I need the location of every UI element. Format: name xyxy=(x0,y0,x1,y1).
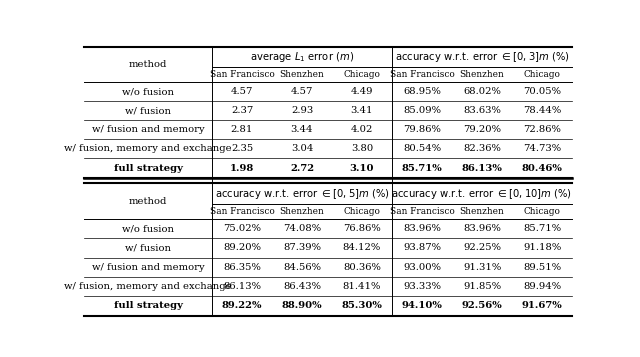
Text: 2.37: 2.37 xyxy=(231,106,253,115)
Text: 88.90%: 88.90% xyxy=(282,301,323,310)
Text: 75.02%: 75.02% xyxy=(223,224,261,233)
Text: Chicago: Chicago xyxy=(524,70,561,79)
Text: full strategy: full strategy xyxy=(113,164,182,172)
Text: Chicago: Chicago xyxy=(344,207,380,216)
Text: 79.86%: 79.86% xyxy=(403,125,441,134)
Text: 91.31%: 91.31% xyxy=(463,263,501,272)
Text: Shenzhen: Shenzhen xyxy=(460,207,504,216)
Text: 91.18%: 91.18% xyxy=(523,243,561,252)
Text: 3.10: 3.10 xyxy=(349,164,374,172)
Text: 86.35%: 86.35% xyxy=(223,263,261,272)
Text: San Francisco: San Francisco xyxy=(390,207,454,216)
Text: w/ fusion: w/ fusion xyxy=(125,106,171,115)
Text: 83.63%: 83.63% xyxy=(463,106,501,115)
Text: 92.56%: 92.56% xyxy=(461,301,502,310)
Text: 82.36%: 82.36% xyxy=(463,145,501,154)
Text: w/o fusion: w/o fusion xyxy=(122,87,174,96)
Text: 3.80: 3.80 xyxy=(351,145,373,154)
Text: 85.71%: 85.71% xyxy=(402,164,442,172)
Text: 3.04: 3.04 xyxy=(291,145,313,154)
Text: Chicago: Chicago xyxy=(344,70,380,79)
Text: 68.95%: 68.95% xyxy=(403,87,441,96)
Text: 89.51%: 89.51% xyxy=(523,263,561,272)
Text: 78.44%: 78.44% xyxy=(523,106,561,115)
Text: 72.86%: 72.86% xyxy=(523,125,561,134)
Text: average $L_1$ error $(m)$: average $L_1$ error $(m)$ xyxy=(250,50,354,64)
Text: 84.12%: 84.12% xyxy=(343,243,381,252)
Text: w/ fusion: w/ fusion xyxy=(125,243,171,252)
Text: San Francisco: San Francisco xyxy=(209,207,275,216)
Text: 76.86%: 76.86% xyxy=(343,224,381,233)
Text: 89.22%: 89.22% xyxy=(221,301,262,310)
Text: San Francisco: San Francisco xyxy=(390,70,454,79)
Text: 84.56%: 84.56% xyxy=(283,263,321,272)
Text: Chicago: Chicago xyxy=(524,207,561,216)
Text: w/o fusion: w/o fusion xyxy=(122,224,174,233)
Text: 83.96%: 83.96% xyxy=(403,224,441,233)
Text: Shenzhen: Shenzhen xyxy=(460,70,504,79)
Text: 86.13%: 86.13% xyxy=(461,164,502,172)
Text: 93.33%: 93.33% xyxy=(403,282,441,291)
Text: 2.35: 2.35 xyxy=(231,145,253,154)
Text: accuracy w.r.t. error $\in [0,10]m$ (%): accuracy w.r.t. error $\in [0,10]m$ (%) xyxy=(392,187,573,201)
Text: 85.71%: 85.71% xyxy=(523,224,561,233)
Text: 1.98: 1.98 xyxy=(230,164,254,172)
Text: 2.72: 2.72 xyxy=(290,164,314,172)
Text: 86.13%: 86.13% xyxy=(223,282,261,291)
Text: 80.46%: 80.46% xyxy=(522,164,563,172)
Text: 68.02%: 68.02% xyxy=(463,87,501,96)
Text: 2.81: 2.81 xyxy=(231,125,253,134)
Text: 89.20%: 89.20% xyxy=(223,243,261,252)
Text: 4.57: 4.57 xyxy=(291,87,313,96)
Text: 79.20%: 79.20% xyxy=(463,125,501,134)
Text: 91.67%: 91.67% xyxy=(522,301,563,310)
Text: full strategy: full strategy xyxy=(113,301,182,310)
Text: 85.09%: 85.09% xyxy=(403,106,441,115)
Text: 3.44: 3.44 xyxy=(291,125,313,134)
Text: 4.49: 4.49 xyxy=(351,87,373,96)
Text: w/ fusion, memory and exchange: w/ fusion, memory and exchange xyxy=(64,145,232,154)
Text: 92.25%: 92.25% xyxy=(463,243,501,252)
Text: 74.08%: 74.08% xyxy=(283,224,321,233)
Text: 93.87%: 93.87% xyxy=(403,243,441,252)
Text: w/ fusion and memory: w/ fusion and memory xyxy=(92,263,204,272)
Text: 91.85%: 91.85% xyxy=(463,282,501,291)
Text: method: method xyxy=(129,197,167,206)
Text: w/ fusion, memory and exchange: w/ fusion, memory and exchange xyxy=(64,282,232,291)
Text: 93.00%: 93.00% xyxy=(403,263,441,272)
Text: 3.41: 3.41 xyxy=(351,106,373,115)
Text: accuracy w.r.t. error $\in [0,5]m$ (%): accuracy w.r.t. error $\in [0,5]m$ (%) xyxy=(214,187,389,201)
Text: 85.30%: 85.30% xyxy=(342,301,383,310)
Text: 86.43%: 86.43% xyxy=(283,282,321,291)
Text: method: method xyxy=(129,60,167,69)
Text: 4.02: 4.02 xyxy=(351,125,373,134)
Text: 4.57: 4.57 xyxy=(231,87,253,96)
Text: 81.41%: 81.41% xyxy=(343,282,381,291)
Text: w/ fusion and memory: w/ fusion and memory xyxy=(92,125,204,134)
Text: San Francisco: San Francisco xyxy=(209,70,275,79)
Text: accuracy w.r.t. error $\in [0,3]m$ (%): accuracy w.r.t. error $\in [0,3]m$ (%) xyxy=(395,50,570,64)
Text: 2.93: 2.93 xyxy=(291,106,313,115)
Text: 94.10%: 94.10% xyxy=(401,301,442,310)
Text: 74.73%: 74.73% xyxy=(523,145,561,154)
Text: 87.39%: 87.39% xyxy=(283,243,321,252)
Text: 70.05%: 70.05% xyxy=(523,87,561,96)
Text: 83.96%: 83.96% xyxy=(463,224,501,233)
Text: 89.94%: 89.94% xyxy=(523,282,561,291)
Text: Shenzhen: Shenzhen xyxy=(280,207,324,216)
Text: Shenzhen: Shenzhen xyxy=(280,70,324,79)
Text: 80.36%: 80.36% xyxy=(343,263,381,272)
Text: 80.54%: 80.54% xyxy=(403,145,441,154)
